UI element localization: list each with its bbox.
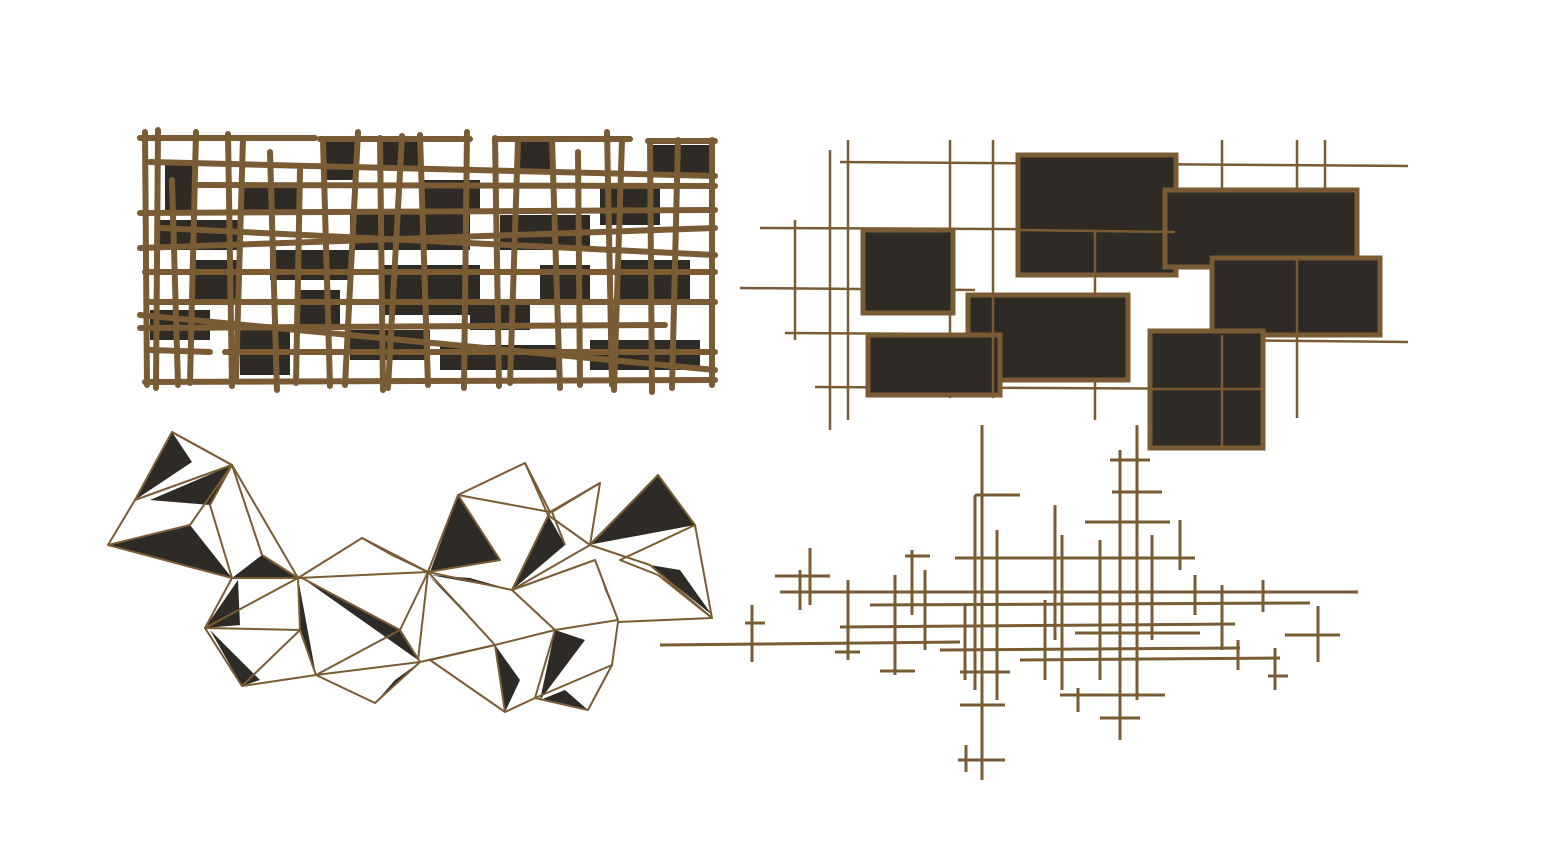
stroke [325, 140, 355, 180]
facet [210, 630, 260, 686]
lattice-verticals [142, 127, 715, 395]
mesh-edges [107, 431, 713, 713]
stroke [147, 159, 718, 179]
stroke [300, 290, 340, 330]
facet [512, 515, 565, 590]
stroke [270, 250, 350, 280]
overlay-lines [991, 228, 1299, 446]
stroke [1019, 228, 1176, 234]
panel [1015, 152, 1179, 278]
stroke [137, 312, 718, 373]
stroke [137, 207, 718, 216]
facet-edge [511, 462, 619, 699]
facet [302, 578, 418, 660]
facet-edge [551, 482, 601, 546]
stroke [142, 129, 150, 388]
stroke [187, 129, 199, 386]
facet [232, 555, 298, 578]
facet [495, 645, 520, 712]
facet-edge [107, 464, 233, 546]
stroke [137, 322, 668, 331]
facet [135, 432, 192, 500]
stroke [225, 131, 235, 389]
facet-edge [589, 524, 713, 619]
facet [430, 495, 500, 572]
rectangle-grid [739, 140, 1409, 451]
facet [588, 475, 695, 545]
stroke [385, 133, 405, 391]
facet [540, 690, 588, 710]
facet [110, 525, 232, 578]
panel [865, 332, 1003, 398]
facet-edge [429, 644, 506, 713]
stroke [520, 140, 550, 170]
facet-edge [361, 537, 429, 661]
stroke [320, 137, 333, 389]
facet [540, 630, 585, 700]
stroke [342, 129, 361, 388]
stroke [620, 260, 690, 300]
stroke [377, 135, 386, 393]
stroke [147, 347, 213, 355]
stroke [492, 135, 502, 389]
facet [205, 580, 240, 628]
stroke [142, 377, 718, 385]
facet [107, 431, 713, 713]
facet-edge [171, 431, 317, 676]
stroke [575, 149, 583, 388]
stroke [1019, 656, 1281, 662]
triangle-mesh [107, 431, 713, 713]
stroke [939, 646, 1241, 652]
panel [1162, 187, 1360, 270]
stick-lattice [137, 127, 718, 395]
stroke [153, 127, 161, 391]
panel [860, 227, 956, 316]
stroke [157, 225, 718, 258]
facet-edge [427, 494, 556, 646]
stroke [549, 137, 563, 391]
facet [298, 578, 316, 675]
cross-field [659, 425, 1358, 780]
stroke [233, 135, 246, 383]
stroke [507, 137, 521, 386]
stroke [869, 601, 1311, 607]
lattice-horizontals [137, 135, 718, 385]
stroke [137, 225, 718, 251]
stroke [293, 167, 303, 386]
stroke [669, 137, 681, 391]
stroke [611, 137, 625, 393]
stroke [192, 182, 718, 189]
stroke [839, 622, 1236, 629]
stroke [659, 640, 961, 647]
